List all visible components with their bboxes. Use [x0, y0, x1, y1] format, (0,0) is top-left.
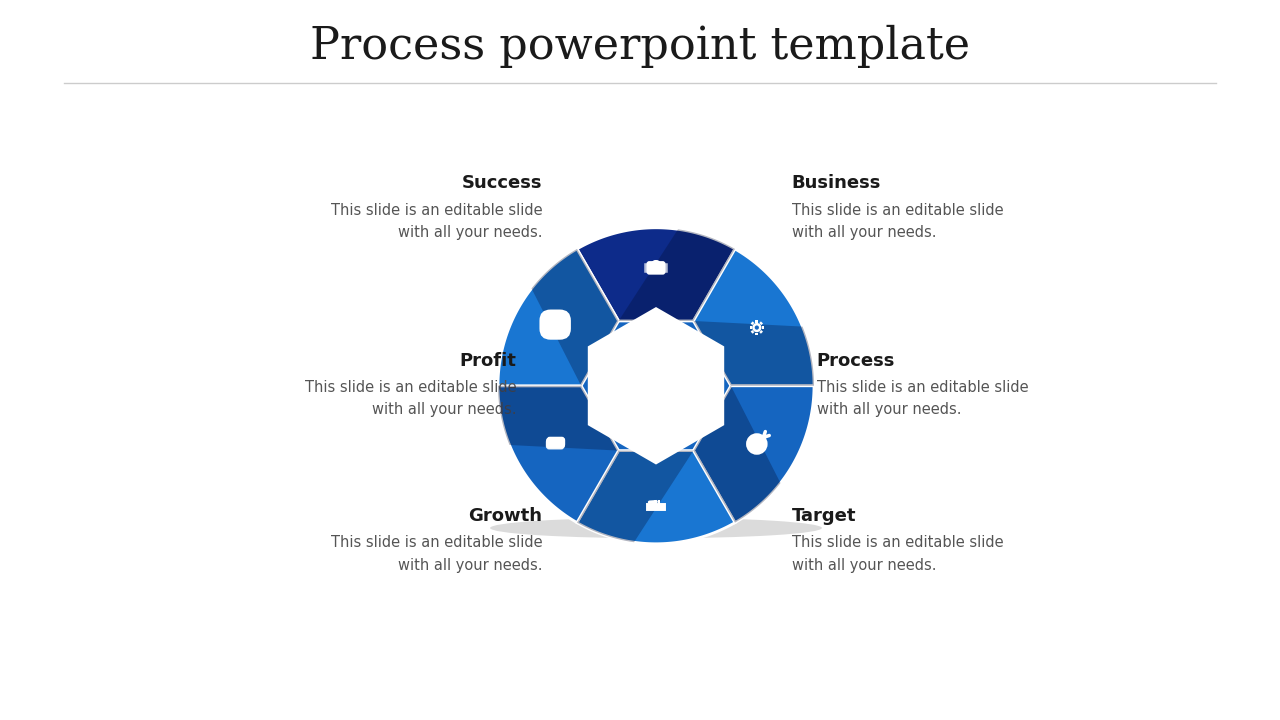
Bar	[554, 328, 557, 332]
Text: Growth: Growth	[468, 507, 543, 525]
Text: Success: Success	[462, 174, 543, 192]
Text: Business: Business	[792, 174, 881, 192]
FancyBboxPatch shape	[646, 261, 666, 274]
Circle shape	[557, 442, 559, 445]
Polygon shape	[694, 386, 781, 523]
Bar	[655, 501, 657, 507]
Circle shape	[755, 443, 758, 445]
Bar	[654, 267, 658, 269]
Polygon shape	[577, 451, 694, 542]
Circle shape	[498, 228, 814, 544]
FancyBboxPatch shape	[547, 439, 564, 449]
Polygon shape	[694, 321, 814, 386]
Text: Process: Process	[817, 352, 895, 370]
Bar	[759, 330, 763, 334]
Ellipse shape	[490, 518, 822, 539]
Bar	[755, 320, 758, 323]
Text: Process powerpoint template: Process powerpoint template	[310, 25, 970, 68]
Bar	[755, 333, 758, 335]
Polygon shape	[498, 386, 618, 451]
Polygon shape	[694, 249, 814, 386]
Circle shape	[755, 325, 759, 330]
Bar	[762, 326, 764, 329]
Bar	[658, 500, 660, 507]
FancyBboxPatch shape	[549, 330, 562, 336]
Bar	[653, 503, 654, 507]
Text: Profit: Profit	[460, 352, 516, 370]
Text: Target: Target	[792, 507, 856, 525]
Text: This slide is an editable slide
with all your needs.: This slide is an editable slide with all…	[305, 380, 516, 418]
Text: This slide is an editable slide
with all your needs.: This slide is an editable slide with all…	[330, 536, 543, 572]
Text: This slide is an editable slide
with all your needs.: This slide is an editable slide with all…	[792, 203, 1004, 240]
Polygon shape	[577, 228, 735, 321]
Text: This slide is an editable slide
with all your needs.: This slide is an editable slide with all…	[792, 536, 1004, 572]
Bar	[750, 326, 751, 329]
Bar	[759, 321, 763, 325]
Bar	[750, 321, 754, 325]
FancyBboxPatch shape	[539, 310, 571, 340]
FancyBboxPatch shape	[547, 438, 564, 447]
FancyBboxPatch shape	[547, 438, 564, 448]
Polygon shape	[498, 249, 618, 386]
Polygon shape	[498, 386, 618, 523]
Text: This slide is an editable slide
with all your needs.: This slide is an editable slide with all…	[817, 380, 1028, 418]
Polygon shape	[694, 386, 814, 523]
Polygon shape	[590, 310, 722, 462]
Text: This slide is an editable slide
with all your needs.: This slide is an editable slide with all…	[330, 203, 543, 240]
Bar	[750, 330, 754, 334]
Circle shape	[753, 323, 762, 332]
Polygon shape	[618, 229, 735, 321]
Polygon shape	[531, 249, 618, 386]
Polygon shape	[577, 451, 735, 544]
